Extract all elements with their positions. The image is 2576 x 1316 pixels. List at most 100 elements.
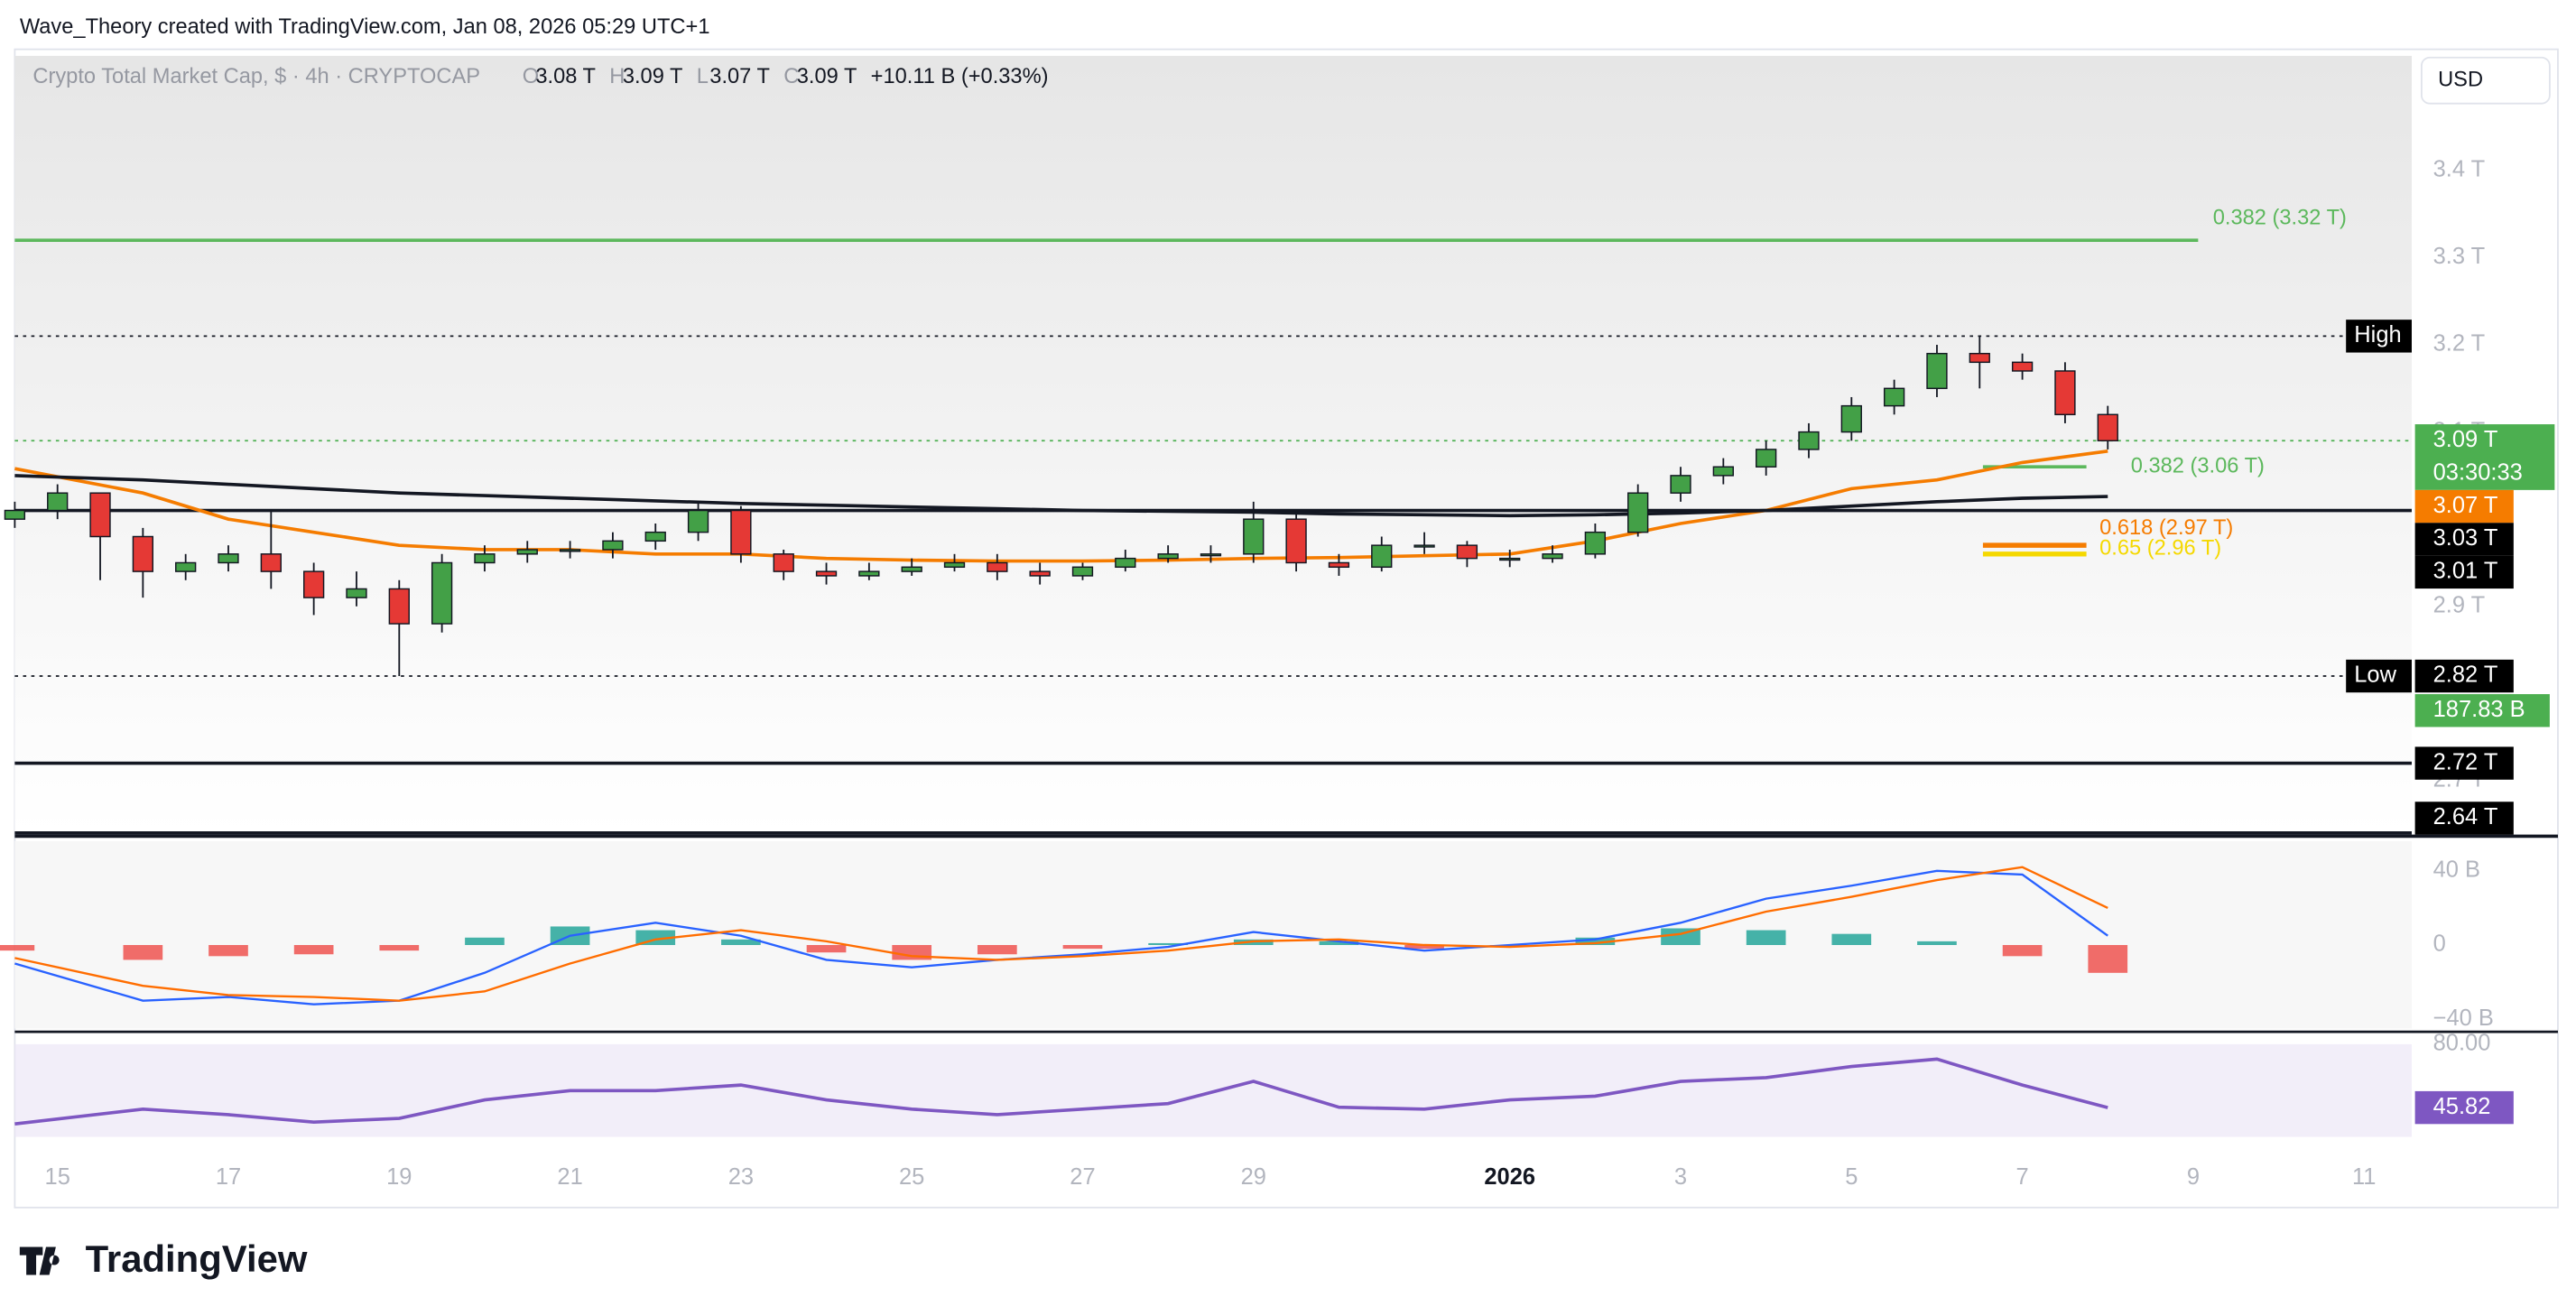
macd-histogram-bar (721, 939, 761, 945)
candle-body (730, 509, 752, 555)
macd-histogram-bar (123, 944, 163, 960)
candle-body (1456, 544, 1478, 560)
macd-histogram-bar (977, 944, 1017, 955)
y-tick-label: 3.2 T (2433, 331, 2486, 357)
x-tick-label: 2026 (1484, 1164, 1535, 1190)
x-tick-label: 23 (728, 1164, 754, 1190)
candle-body (260, 553, 282, 572)
legend-change: +10.11 B (+0.33%) (871, 65, 1049, 88)
price-label-box (2414, 802, 2514, 835)
macd-histogram-bar (208, 944, 248, 957)
x-tick-label: 25 (899, 1164, 924, 1190)
macd-histogram-bar (2088, 944, 2128, 973)
legend-value: 3.07 T (709, 65, 770, 88)
candle-body (858, 570, 880, 577)
x-tick-label: 19 (386, 1164, 412, 1190)
candle-body (4, 509, 26, 520)
candle-body (1243, 518, 1265, 555)
legend-key: L (697, 65, 709, 88)
candle-body (218, 553, 239, 564)
candle-body (388, 588, 410, 625)
x-tick-label: 15 (45, 1164, 70, 1190)
candle-body (132, 535, 154, 572)
legend-value: 3.09 T (797, 65, 857, 88)
price-label: 3.01 T (2433, 559, 2498, 584)
price-label: 2.82 T (2433, 663, 2498, 688)
candle-body (901, 566, 922, 572)
price-label: 3.09 T (2433, 427, 2498, 452)
macd-histogram-bar (1831, 933, 1872, 945)
currency[interactable]: USD (2438, 68, 2483, 91)
candle-body (602, 540, 624, 551)
price-label: 3.03 T (2433, 525, 2498, 551)
candle-body (773, 553, 794, 572)
rsi-label: 45.82 (2433, 1094, 2491, 1119)
y-tick-label: 3.3 T (2433, 244, 2486, 269)
fib-label: 0.382 (3.32 T) (2213, 207, 2347, 230)
x-tick-label: 3 (1674, 1164, 1687, 1190)
macd-histogram-bar (1148, 942, 1188, 945)
fib-label: 0.618 (2.97 T) (2099, 516, 2233, 540)
legend-value: 3.09 T (623, 65, 683, 88)
candle-body (1071, 566, 1094, 577)
y-tick-label: 2.9 T (2433, 592, 2486, 617)
candle-body (1285, 518, 1307, 564)
volume-label-box (2414, 694, 2550, 728)
x-tick-label: 11 (2352, 1164, 2376, 1190)
price-pane (14, 55, 2412, 833)
macd-histogram-bar (1404, 944, 1444, 950)
macd-tick-label: 0 (2433, 931, 2446, 957)
volume-label: 187.83 B (2433, 697, 2525, 722)
level-tag: High (2354, 322, 2401, 348)
candle-body (431, 561, 453, 625)
currency-button[interactable] (2420, 56, 2551, 105)
macd-histogram-bar (1062, 944, 1103, 950)
macd-histogram-bar (1917, 941, 1957, 945)
macd-tick-label: 40 B (2433, 857, 2480, 883)
price-label-box (2414, 489, 2514, 524)
price-label-box (2414, 424, 2555, 490)
x-tick-label: 9 (2187, 1164, 2200, 1190)
credit: Wave_Theory created with TradingView.com… (20, 15, 710, 39)
level-tag: Low (2354, 663, 2396, 688)
level-tag-box (2346, 320, 2412, 353)
moving-average (14, 474, 2108, 518)
candle-body (2054, 370, 2076, 416)
macd-histogram-bar (1319, 941, 1359, 945)
price-label: 2.64 T (2433, 804, 2498, 829)
macd-histogram-bar (1661, 928, 1700, 945)
price-label-box (2414, 555, 2514, 589)
fib-label: 0.65 (2.96 T) (2099, 537, 2221, 561)
candle-body (47, 492, 69, 512)
candle-body (1798, 431, 1820, 450)
candle-body (175, 561, 197, 572)
x-tick-label: 17 (216, 1164, 241, 1190)
macd-histogram-bar (379, 944, 420, 951)
candle-body (987, 561, 1008, 572)
candle-body (1840, 404, 1862, 433)
level-tag-box (2346, 659, 2412, 693)
candle-body (1756, 449, 1777, 468)
x-tick-label: 27 (1070, 1164, 1095, 1190)
symbol-title: Crypto Total Market Cap, $ · 4h · CRYPTO… (32, 65, 480, 88)
macd-histogram-bar (806, 944, 847, 953)
rsi-line (14, 1057, 2108, 1126)
candle-body (303, 570, 325, 598)
candle-body (815, 570, 838, 577)
macd-histogram-bar (1746, 930, 1786, 945)
candle-body (1584, 531, 1607, 555)
candle-body (1883, 387, 1905, 407)
candle-body (1670, 475, 1691, 494)
candle-body (1542, 553, 1563, 560)
candle-body (1115, 557, 1136, 569)
fib-label: 0.382 (3.06 T) (2131, 454, 2265, 477)
macd-line (14, 866, 2108, 1002)
rsi-tick-label: 80.00 (2433, 1031, 2491, 1056)
logo-icon (19, 1246, 60, 1275)
price-label: 3.07 T (2433, 493, 2498, 518)
candle-body (943, 561, 966, 569)
candle-body (1712, 466, 1734, 477)
candle-body (1200, 553, 1222, 557)
